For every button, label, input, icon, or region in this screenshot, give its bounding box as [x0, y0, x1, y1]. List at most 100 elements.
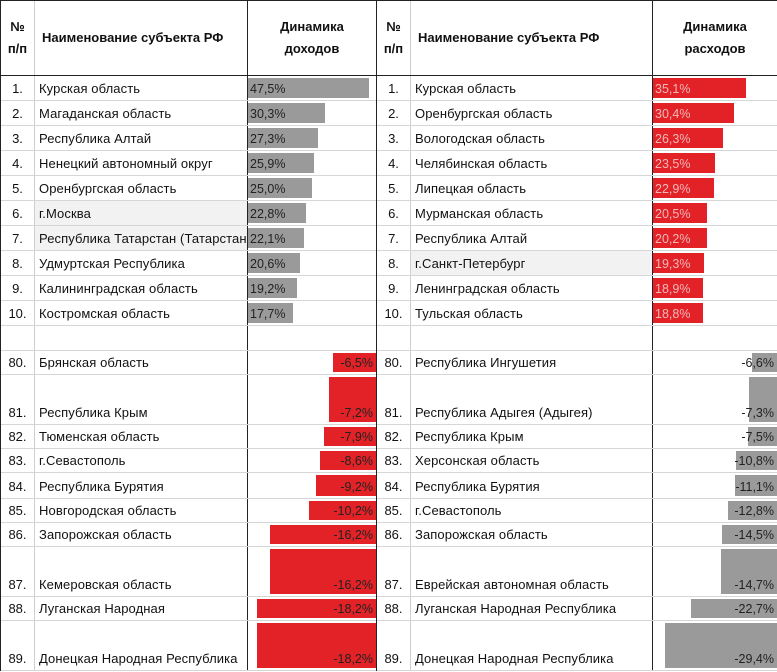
separator-row — [1, 326, 377, 351]
value-label: -18,2% — [333, 602, 373, 616]
value-label: -9,2% — [340, 480, 373, 494]
table-row: 85. г.Севастополь -12,8% — [377, 499, 777, 523]
region-name: Республика Татарстан (Татарстан) — [35, 226, 248, 250]
value-bar — [248, 178, 312, 198]
value-bar — [248, 303, 293, 323]
row-number: 6. — [1, 201, 35, 225]
region-name: Кемеровская область — [35, 547, 248, 596]
name-header: Наименование субъекта РФ — [35, 1, 248, 75]
table-row: 2. Магаданская область 30,3% — [1, 101, 377, 126]
value-cell: 30,3% — [248, 101, 377, 125]
value-bar — [270, 525, 376, 544]
region-name: Республика Бурятия — [35, 473, 248, 498]
table-row: 4. Челябинская область 23,5% — [377, 151, 777, 176]
expense-table-header: № п/п Наименование субъекта РФ Динамика … — [377, 0, 777, 76]
value-cell: 25,9% — [248, 151, 377, 175]
table-row: 1. Курская область 47,5% — [1, 76, 377, 101]
value-label: 20,2% — [655, 232, 691, 246]
row-number: 84. — [1, 473, 35, 498]
row-number: 1. — [1, 76, 35, 100]
row-number: 8. — [1, 251, 35, 275]
value-bar — [653, 103, 734, 123]
value-cell: -18,2% — [248, 621, 377, 670]
value-cell: 20,5% — [653, 201, 777, 225]
table-row: 88. Луганская Народная -18,2% — [1, 597, 377, 621]
expense-header: Динамика расходов — [653, 1, 777, 75]
separator-cell — [35, 326, 248, 350]
region-name: г.Севастополь — [35, 449, 248, 472]
value-bar — [248, 203, 306, 223]
value-bar — [736, 451, 777, 470]
separator-cell — [377, 326, 411, 350]
row-number: 81. — [1, 375, 35, 424]
table-row: 6. г.Москва 22,8% — [1, 201, 377, 226]
value-label: 22,1% — [250, 232, 286, 246]
region-name: Челябинская область — [411, 151, 653, 175]
value-cell: -10,8% — [653, 449, 777, 472]
table-row: 86. Запорожская область -16,2% — [1, 523, 377, 547]
value-label: 20,6% — [250, 257, 286, 271]
table-row: 3. Вологодская область 26,3% — [377, 126, 777, 151]
income-table-header: № п/п Наименование субъекта РФ Динамика … — [1, 0, 377, 76]
value-cell: 22,1% — [248, 226, 377, 250]
value-bar — [309, 501, 376, 520]
value-label: 30,3% — [250, 107, 286, 121]
value-label: 22,9% — [655, 182, 691, 196]
region-name: Новгородская область — [35, 499, 248, 522]
table-row: 5. Оренбургская область 25,0% — [1, 176, 377, 201]
value-cell: 22,9% — [653, 176, 777, 200]
value-label: 35,1% — [655, 82, 691, 96]
value-cell: 25,0% — [248, 176, 377, 200]
region-name: Калининградская область — [35, 276, 248, 300]
table-row: 81. Республика Адыгея (Адыгея) -7,3% — [377, 375, 777, 425]
value-cell: -29,4% — [653, 621, 777, 670]
table-row: 3. Республика Алтай 27,3% — [1, 126, 377, 151]
table-row: 85. Новгородская область -10,2% — [1, 499, 377, 523]
value-cell: 17,7% — [248, 301, 377, 325]
value-bar — [248, 253, 300, 273]
value-label: -29,4% — [734, 652, 774, 666]
value-cell: -16,2% — [248, 547, 377, 596]
region-name: Республика Адыгея (Адыгея) — [411, 375, 653, 424]
value-bar — [653, 203, 707, 223]
region-name: Запорожская область — [411, 523, 653, 546]
income-header-line1: Динамика — [280, 19, 344, 34]
value-label: -6,5% — [340, 356, 373, 370]
table-row: 80. Республика Ингушетия -6,6% — [377, 351, 777, 375]
table-row: 8. г.Санкт-Петербург 19,3% — [377, 251, 777, 276]
table-row: 4. Ненецкий автономный округ 25,9% — [1, 151, 377, 176]
value-bar — [248, 228, 304, 248]
row-number: 83. — [377, 449, 411, 472]
region-name: г.Санкт-Петербург — [411, 251, 653, 275]
table-row: 86. Запорожская область -14,5% — [377, 523, 777, 547]
row-number: 10. — [1, 301, 35, 325]
value-label: -10,2% — [333, 504, 373, 518]
value-bar — [653, 278, 703, 298]
value-label: 27,3% — [250, 132, 286, 146]
value-cell: -10,2% — [248, 499, 377, 522]
table-row: 88. Луганская Народная Республика -22,7% — [377, 597, 777, 621]
value-label: 23,5% — [655, 157, 691, 171]
value-label: 17,7% — [250, 307, 286, 321]
table-row: 84. Республика Бурятия -9,2% — [1, 473, 377, 499]
income-header: Динамика доходов — [248, 1, 377, 75]
value-cell: -7,5% — [653, 425, 777, 448]
region-name: Курская область — [411, 76, 653, 100]
row-number: 88. — [1, 597, 35, 620]
region-name: Липецкая область — [411, 176, 653, 200]
row-number: 1. — [377, 76, 411, 100]
value-cell: -12,8% — [653, 499, 777, 522]
row-number: 89. — [1, 621, 35, 670]
value-label: -7,2% — [340, 406, 373, 420]
value-cell: 19,3% — [653, 251, 777, 275]
num-header: № п/п — [377, 1, 411, 75]
region-name: Донецкая Народная Республика — [411, 621, 653, 670]
value-bar — [248, 78, 369, 98]
row-number: 88. — [377, 597, 411, 620]
value-cell: -7,9% — [248, 425, 377, 448]
table-row: 8. Удмуртская Республика 20,6% — [1, 251, 377, 276]
row-number: 82. — [1, 425, 35, 448]
table-row: 5. Липецкая область 22,9% — [377, 176, 777, 201]
expense-header-line2: расходов — [684, 41, 746, 56]
value-cell: 30,4% — [653, 101, 777, 125]
